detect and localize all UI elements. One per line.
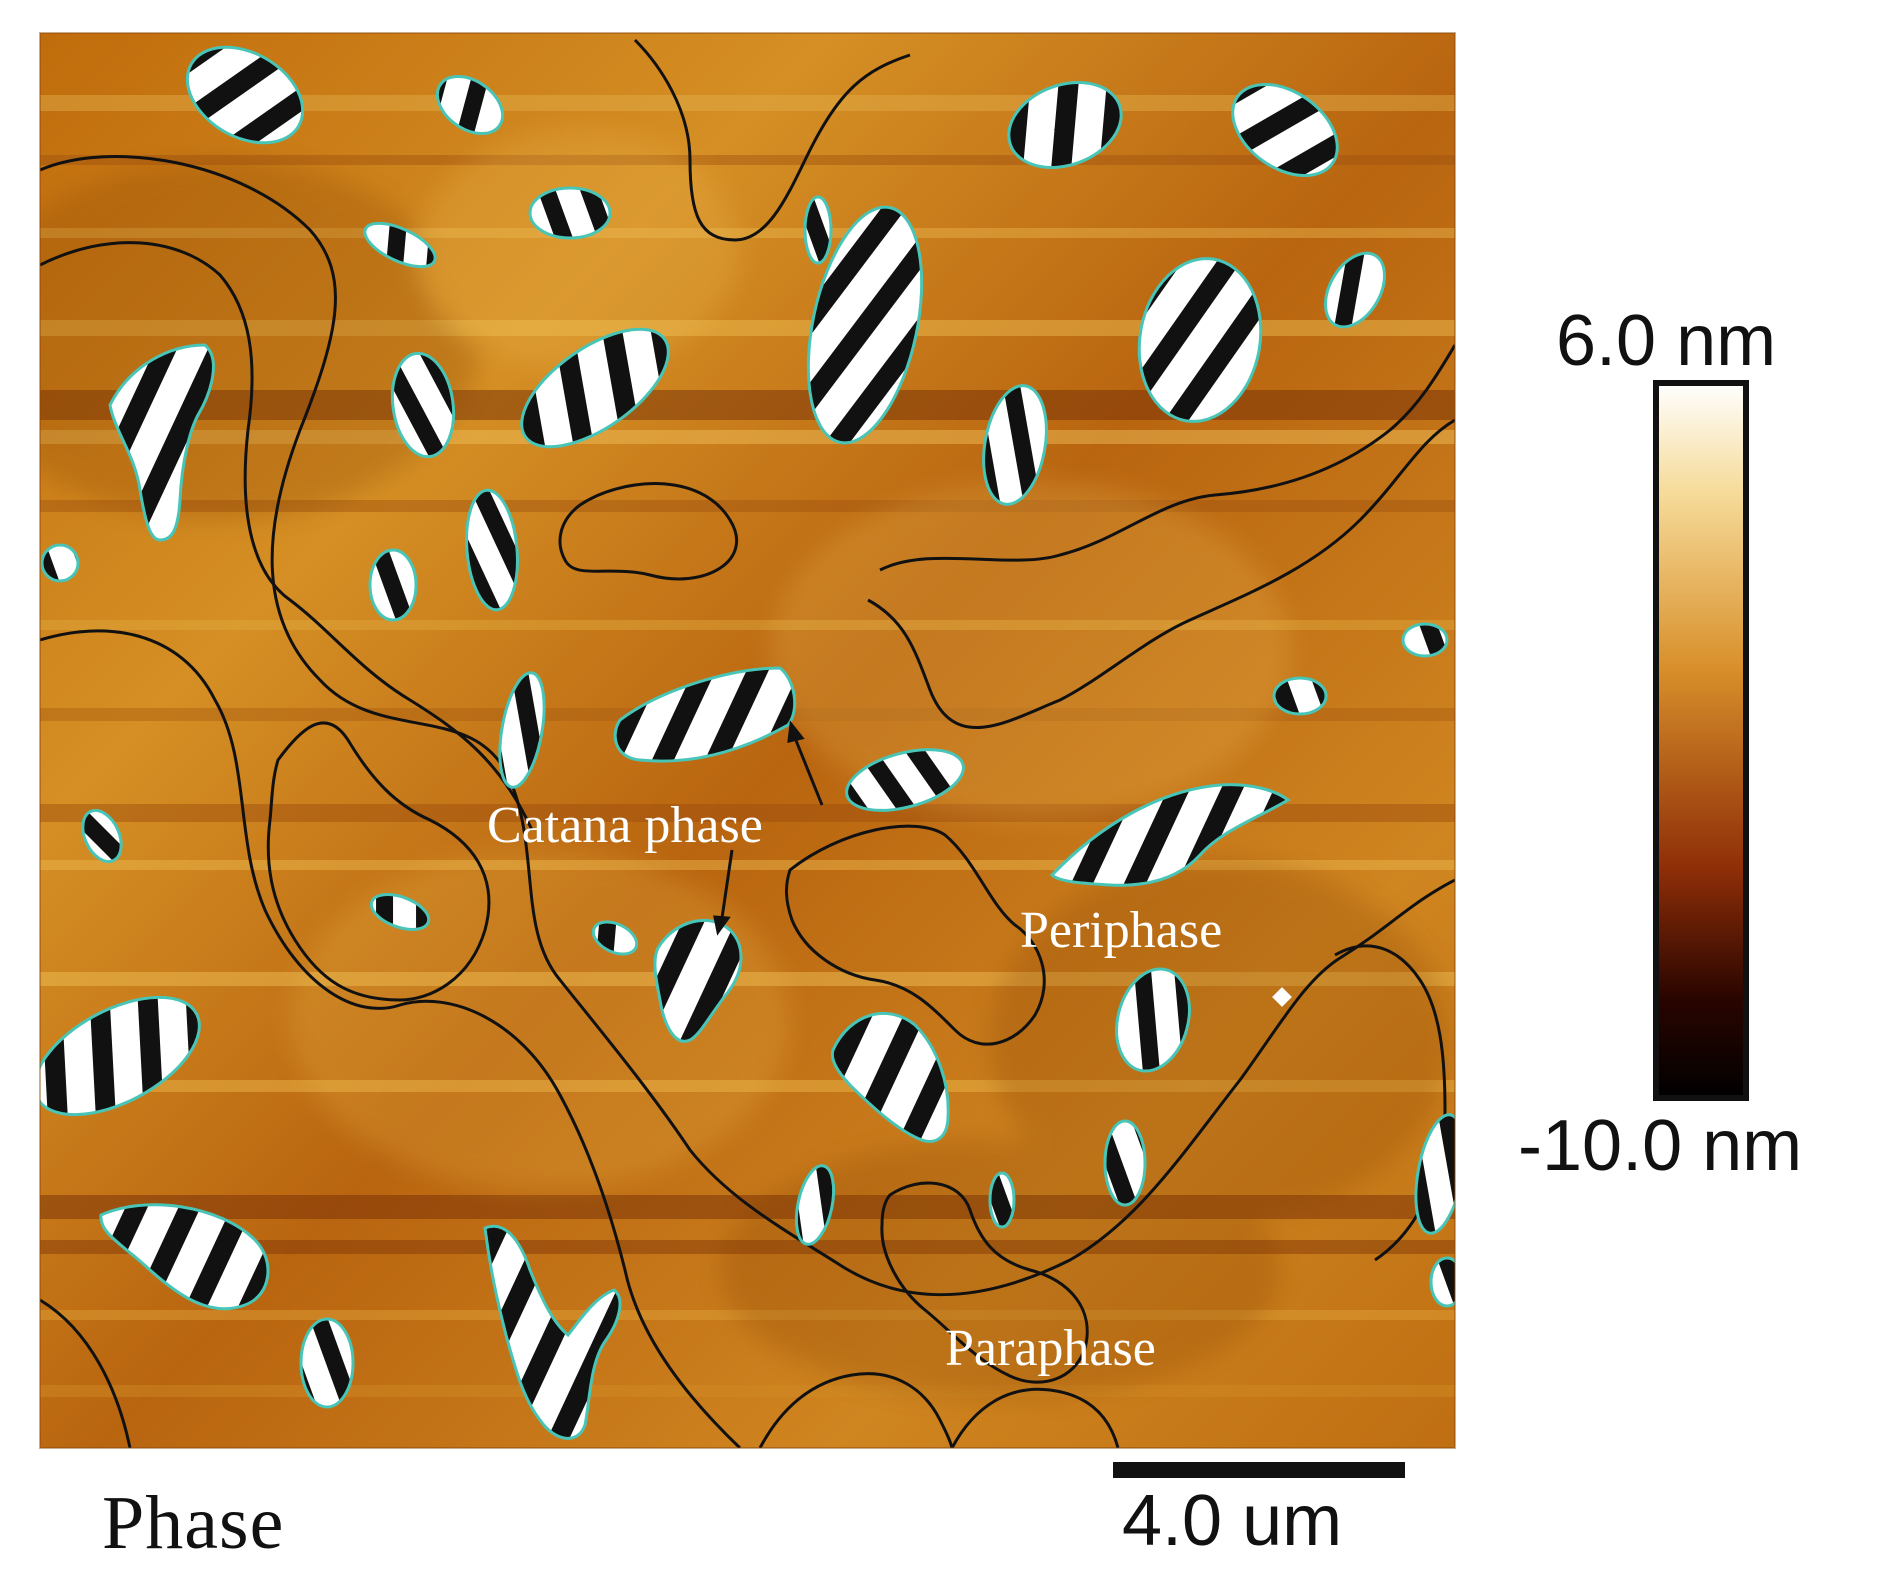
catana-domain: [520, 327, 670, 449]
catana-domain: [1324, 251, 1386, 329]
catana-domain: [1414, 1113, 1455, 1235]
catana-domain: [845, 748, 965, 812]
catana-domain: [806, 205, 924, 445]
catana-domain: [1231, 82, 1339, 178]
catana-domain: [1429, 1256, 1455, 1308]
image-type-label: Phase: [102, 1481, 285, 1565]
color-scale: [1653, 380, 1749, 1101]
catana-domain: [1272, 676, 1328, 716]
catana-domain: [1401, 622, 1449, 658]
catana-domain: [40, 543, 80, 583]
catana-domain: [1137, 257, 1263, 423]
catana-domain: [1103, 1119, 1147, 1207]
length-scalebar: [1113, 1462, 1405, 1478]
catana-domain: [40, 995, 201, 1117]
surface-bright-spot: [1272, 987, 1292, 1007]
annotation-arrows: [713, 720, 824, 936]
catana-phase-label: Catana phase: [487, 797, 763, 854]
catana-domain: [81, 808, 123, 864]
catana-domain: [99, 1203, 270, 1311]
catana-domain: [483, 1224, 622, 1440]
catana-domain: [108, 343, 215, 542]
catana-domain: [435, 74, 505, 136]
catana-domain: [803, 195, 833, 265]
scalebar-label: 4.0 um: [1122, 1481, 1343, 1561]
catana-domain: [830, 1011, 950, 1143]
colorbar-min-label: -10.0 nm: [1518, 1106, 1803, 1186]
catana-domain: [591, 920, 639, 956]
catana-domain: [368, 548, 418, 622]
surface-map: [39, 32, 1456, 1449]
catana-domain: [369, 893, 431, 931]
catana-domain: [1115, 967, 1191, 1073]
catana-domain: [982, 384, 1048, 506]
catana-domain: [1007, 80, 1123, 170]
catana-domain: [794, 1164, 836, 1246]
catana-domain: [498, 671, 546, 789]
catana-domain: [299, 1317, 355, 1409]
paraphase-label: Paraphase: [945, 1320, 1156, 1377]
periphase-label: Periphase: [1020, 902, 1223, 959]
catana-domain: [363, 221, 437, 269]
catana-domain: [390, 351, 456, 459]
catana-domain: [613, 666, 797, 763]
colorbar-max-label: 6.0 nm: [1556, 301, 1777, 381]
catana-domain: [1049, 783, 1291, 887]
catana-domain: [185, 45, 305, 145]
catana-domain: [465, 488, 519, 612]
catana-domain: [528, 186, 612, 240]
catana-domain: [988, 1171, 1016, 1229]
